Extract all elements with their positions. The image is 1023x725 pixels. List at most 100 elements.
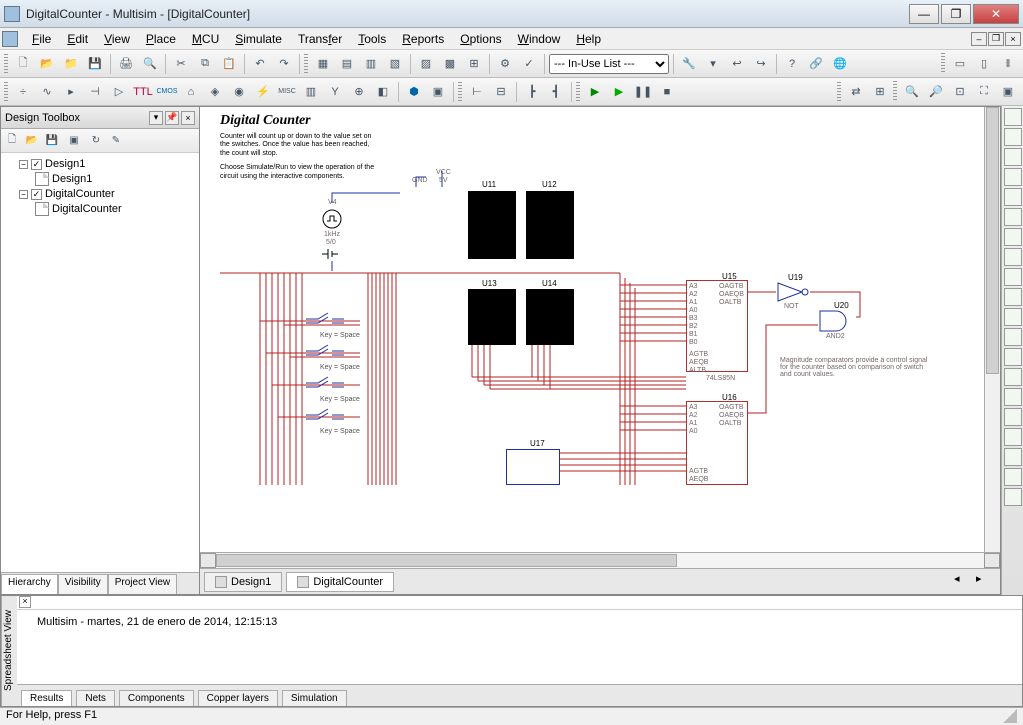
multimeter-button[interactable] — [1004, 108, 1022, 126]
analysis-button[interactable]: ⊞ — [869, 81, 891, 103]
menu-options[interactable]: Options — [452, 30, 509, 48]
wattmeter-button[interactable] — [1004, 148, 1022, 166]
tree-node-design1[interactable]: −✓Design1 — [5, 157, 195, 171]
save-button[interactable]: 💾 — [84, 53, 106, 75]
back-annotate-button[interactable]: ↩ — [726, 53, 748, 75]
tab-visibility[interactable]: Visibility — [58, 574, 108, 594]
pause-at-end-button[interactable]: ‖ — [997, 53, 1019, 75]
electrical-rules-button[interactable]: ✓ — [518, 53, 540, 75]
agilent-mm-button[interactable] — [1004, 408, 1022, 426]
tab-components[interactable]: Components — [119, 690, 194, 706]
current-probe-button[interactable] — [1004, 488, 1022, 506]
postprocessor-button[interactable]: ▨ — [415, 53, 437, 75]
menu-simulate[interactable]: Simulate — [227, 30, 290, 48]
agilent-fg-button[interactable] — [1004, 388, 1022, 406]
menu-view[interactable]: View — [96, 30, 138, 48]
instrument-a-button[interactable]: ▭ — [949, 53, 971, 75]
create-component-button[interactable]: 🔧 — [678, 53, 700, 75]
freq-counter-button[interactable] — [1004, 228, 1022, 246]
refresh-button[interactable]: ↻ — [87, 132, 105, 150]
place-misc-digital-button[interactable]: ⌂ — [180, 81, 202, 103]
tree-leaf-design1[interactable]: Design1 — [5, 171, 195, 187]
toolbar-grip-6[interactable] — [837, 82, 841, 102]
tab-project-view[interactable]: Project View — [108, 574, 177, 594]
new-design-button[interactable]: 🗋 — [3, 132, 21, 150]
database-button[interactable]: ▥ — [360, 53, 382, 75]
open-button[interactable]: 📂 — [36, 53, 58, 75]
scroll-right-button[interactable] — [984, 553, 1000, 568]
spreadsheet-button[interactable]: ▤ — [336, 53, 358, 75]
rename-button[interactable]: ✎ — [107, 132, 125, 150]
toolbar-grip-4[interactable] — [458, 82, 462, 102]
place-transistor-button[interactable]: ⊣ — [84, 81, 106, 103]
web-button[interactable]: 🌐 — [829, 53, 851, 75]
menu-window[interactable]: Window — [510, 30, 569, 48]
spreadsheet-side-tab[interactable]: Spreadsheet View — [1, 596, 17, 706]
spreadsheet-close-button[interactable]: × — [19, 596, 31, 608]
menu-file[interactable]: File — [24, 30, 59, 48]
close-button[interactable]: ✕ — [973, 4, 1019, 24]
toolbar-grip[interactable] — [4, 54, 8, 74]
run-button[interactable]: ▶ — [584, 81, 606, 103]
place-rf-button[interactable]: Y — [324, 81, 346, 103]
resize-grip[interactable] — [1003, 709, 1017, 723]
spectrum-button[interactable] — [1004, 348, 1022, 366]
oscilloscope-button[interactable] — [1004, 168, 1022, 186]
word-gen-button[interactable] — [1004, 248, 1022, 266]
place-analog-button[interactable]: ▷ — [108, 81, 130, 103]
menu-transfer[interactable]: Transfer — [290, 30, 350, 48]
cut-button[interactable]: ✂ — [170, 53, 192, 75]
place-bus-button[interactable]: ⊢ — [466, 81, 488, 103]
place-ni-button[interactable]: ◧ — [372, 81, 394, 103]
doc-tab-digitalcounter[interactable]: DigitalCounter — [286, 572, 394, 592]
mdi-close-button[interactable]: × — [1005, 32, 1021, 46]
tab-copper-layers[interactable]: Copper layers — [198, 690, 278, 706]
menu-reports[interactable]: Reports — [394, 30, 452, 48]
place-electromech-button[interactable]: ⊕ — [348, 81, 370, 103]
grapher-button[interactable]: ▧ — [384, 53, 406, 75]
tab-nets[interactable]: Nets — [76, 690, 115, 706]
open-design-button[interactable]: 📂 — [23, 132, 41, 150]
menu-place[interactable]: Place — [138, 30, 184, 48]
breadboard-button[interactable]: ▩ — [439, 53, 461, 75]
expand-all-button[interactable]: ▣ — [65, 132, 83, 150]
place-source-button[interactable]: ÷ — [12, 81, 34, 103]
paste-button[interactable]: 📋 — [218, 53, 240, 75]
instrument-b-button[interactable]: ▯ — [973, 53, 995, 75]
panel-pin-button[interactable]: 📌 — [165, 111, 179, 125]
run-sim-button[interactable]: ▶ — [608, 81, 630, 103]
logic-converter-button[interactable] — [1004, 288, 1022, 306]
doc-tab-design1[interactable]: Design1 — [204, 572, 282, 592]
place-ttl-button[interactable]: TTL — [132, 81, 154, 103]
panel-close-button[interactable]: × — [181, 111, 195, 125]
edaparts-button[interactable]: 🔗 — [805, 53, 827, 75]
stop-button[interactable]: ■ — [656, 81, 678, 103]
copy-button[interactable]: ⧉ — [194, 53, 216, 75]
zoom-full-button[interactable]: ▣ — [997, 81, 1019, 103]
place-diode-button[interactable]: ▸ — [60, 81, 82, 103]
minimize-button[interactable]: — — [909, 4, 939, 24]
undo-button[interactable]: ↶ — [249, 53, 271, 75]
zoom-out-button[interactable]: 🔎 — [925, 81, 947, 103]
place-advanced-button[interactable]: ▥ — [300, 81, 322, 103]
tab-results[interactable]: Results — [21, 690, 72, 706]
zoom-in-button[interactable]: 🔍 — [901, 81, 923, 103]
tab-scroll-right-button[interactable]: ▸ — [976, 572, 996, 592]
iv-analyzer-button[interactable] — [1004, 308, 1022, 326]
bode-plotter-button[interactable] — [1004, 208, 1022, 226]
place-wire-button[interactable]: ┫ — [545, 81, 567, 103]
toolbar-grip-r[interactable] — [941, 53, 945, 73]
scroll-left-button[interactable] — [200, 553, 216, 568]
labview-button[interactable] — [1004, 468, 1022, 486]
maximize-button[interactable]: ❐ — [941, 4, 971, 24]
pause-button[interactable]: ❚❚ — [632, 81, 654, 103]
place-connector-button[interactable]: ⬢ — [403, 81, 425, 103]
place-mixed-button[interactable]: ◈ — [204, 81, 226, 103]
tree-leaf-digitalcounter[interactable]: DigitalCounter — [5, 201, 195, 217]
tab-scroll-left-button[interactable]: ◂ — [954, 572, 974, 592]
design-tree[interactable]: −✓Design1 Design1 −✓DigitalCounter Digit… — [1, 153, 199, 572]
toolbar-grip-3[interactable] — [4, 82, 8, 102]
tab-simulation[interactable]: Simulation — [282, 690, 347, 706]
zoom-fit-button[interactable]: ⛶ — [973, 81, 995, 103]
place-power-button[interactable]: ⚡ — [252, 81, 274, 103]
